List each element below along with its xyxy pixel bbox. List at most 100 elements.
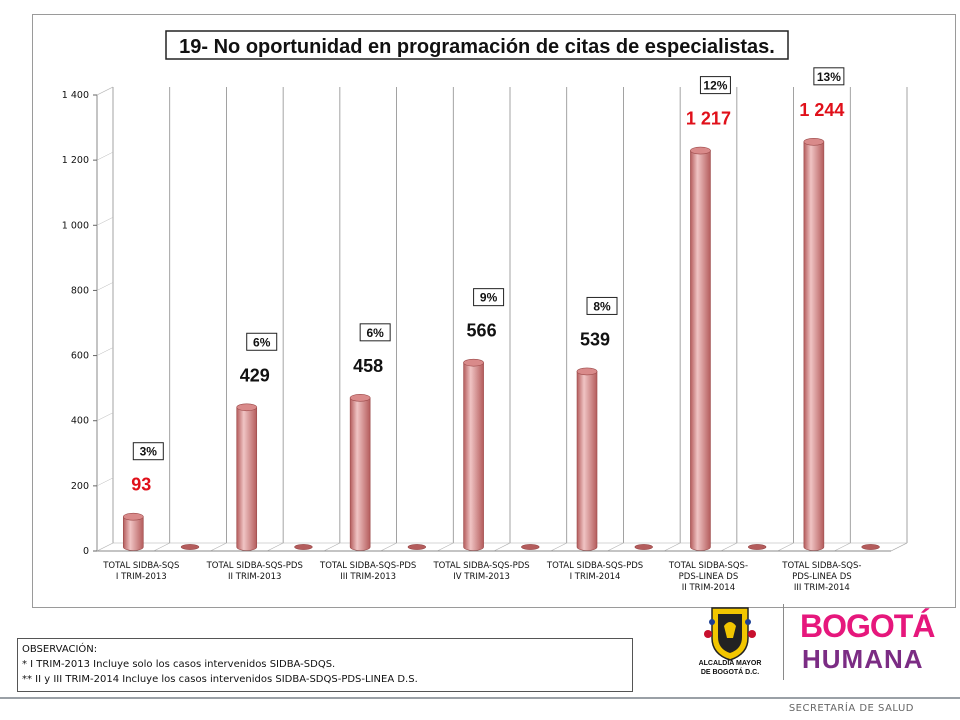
percent-label-box (132, 442, 164, 461)
chart-title: 19- No oportunidad en programación de ci… (179, 36, 775, 58)
y-tick-label: 800 (71, 285, 89, 296)
category-label: I TRIM-2013 (116, 572, 167, 582)
bar-top (122, 512, 144, 521)
secondary-bar-disc (407, 544, 427, 550)
y-tick-depth (96, 282, 114, 291)
floor-line (380, 542, 397, 552)
bar (236, 406, 258, 551)
percent-label: 9% (480, 291, 498, 305)
y-tick-depth (96, 542, 114, 552)
observation-line-1: * I TRIM-2013 Incluye solo los casos int… (22, 659, 336, 670)
secondary-bar-disc (521, 544, 540, 550)
floor-line (493, 542, 511, 552)
category-label: III TRIM-2014 (794, 583, 850, 593)
bar-top (236, 403, 258, 412)
bogota-humana-logo: BOGOTÁ HUMANA (800, 608, 940, 678)
bar (349, 397, 371, 551)
category-label: TOTAL SIDBA-SQS-PDS (206, 561, 303, 571)
percent-label: 12% (703, 79, 727, 93)
floor-line (720, 542, 737, 552)
chart-frame: 19- No oportunidad en programación de ci… (32, 14, 956, 608)
value-label: 539 (580, 329, 610, 349)
floor-line (210, 542, 227, 552)
value-label: 1 217 (686, 109, 731, 129)
value-label: 458 (353, 356, 383, 376)
category-label: TOTAL SIDBA-SQS-PDS (432, 561, 529, 571)
y-tick-label: 600 (71, 351, 89, 362)
floor-line (153, 542, 170, 552)
y-tick-label: 1 200 (62, 155, 89, 166)
category-label: TOTAL SIDBA-SQS- (781, 561, 861, 571)
alcaldia-logo-text: ALCALDÍA MAYOR DE BOGOTÁ D.C. (698, 660, 762, 676)
observation-box: OBSERVACIÓN: * I TRIM-2013 Incluye solo … (17, 638, 633, 692)
percent-label: 8% (593, 299, 611, 313)
y-tick-depth (96, 217, 114, 226)
percent-label: 6% (366, 326, 384, 340)
chart-title-box (165, 30, 789, 60)
y-tick-depth (96, 151, 114, 161)
secondary-bar-disc (180, 544, 200, 550)
footer-text: SECRETARÍA DE SALUD (788, 703, 914, 714)
category-label: TOTAL SIDBA-SQS-PDS (319, 561, 416, 571)
bar-top (690, 146, 711, 155)
floor-line (777, 542, 794, 552)
value-label: 566 (467, 321, 497, 341)
percent-label-box (699, 76, 731, 95)
floor-line (323, 542, 340, 552)
logo-divider (783, 604, 784, 680)
percent-label-box (246, 332, 278, 351)
bogota-logo-line-1: BOGOTÁ (800, 608, 935, 644)
category-label: II TRIM-2013 (228, 572, 281, 582)
percent-label: 3% (140, 445, 158, 459)
category-label: IV TRIM-2013 (453, 572, 510, 582)
value-label: 429 (240, 365, 270, 385)
floor-line (267, 542, 284, 552)
percent-label: 13% (817, 70, 841, 84)
category-label: TOTAL SIDBA-SQS-PDS (546, 561, 643, 571)
y-tick-label: 1 400 (62, 90, 89, 101)
percent-label-box (473, 288, 505, 307)
floor-line (437, 542, 454, 552)
bar-top (803, 138, 825, 146)
secondary-bar-disc (634, 544, 653, 550)
secondary-bar-disc (861, 544, 880, 550)
y-tick-depth (96, 86, 114, 96)
bar (122, 516, 144, 551)
percent-label-box (359, 323, 391, 342)
percent-label-box (586, 296, 618, 315)
bar-top (576, 367, 598, 376)
bar-chart: 19- No oportunidad en programación de ci… (62, 30, 908, 593)
category-label: II TRIM-2014 (682, 583, 735, 593)
secondary-bar-disc (747, 544, 767, 550)
secondary-bar-disc (294, 544, 313, 550)
alcaldia-coat-of-arms-logo (704, 607, 756, 661)
floor-line (664, 542, 681, 552)
category-label: III TRIM-2013 (340, 572, 396, 582)
y-tick-depth (96, 412, 114, 421)
category-label: PDS-LINEA DS (792, 572, 852, 582)
bar-top (349, 394, 371, 402)
bar (690, 150, 711, 551)
floor-right-edge (890, 542, 908, 552)
bar (576, 371, 598, 551)
category-label: PDS-LINEA DS (679, 572, 739, 582)
footer-divider (0, 697, 960, 699)
observation-heading: OBSERVACIÓN: (22, 644, 98, 655)
bar (463, 362, 484, 551)
value-label: 93 (131, 475, 151, 495)
percent-label: 6% (253, 335, 271, 349)
percent-label-box (813, 67, 845, 86)
y-tick-label: 200 (71, 481, 89, 492)
y-tick-label: 0 (83, 546, 89, 557)
bar-top (463, 358, 484, 367)
value-label: 1 244 (799, 100, 844, 120)
y-tick-depth (96, 477, 114, 487)
floor-line (834, 542, 851, 552)
bogota-logo-line-2: HUMANA (802, 644, 924, 674)
y-tick-label: 1 000 (62, 220, 89, 231)
category-label: TOTAL SIDBA-SQS- (668, 561, 748, 571)
category-label: TOTAL SIDBA-SQS (102, 561, 179, 571)
floor-line (607, 542, 624, 552)
bar (803, 141, 825, 551)
floor-line (550, 542, 567, 552)
